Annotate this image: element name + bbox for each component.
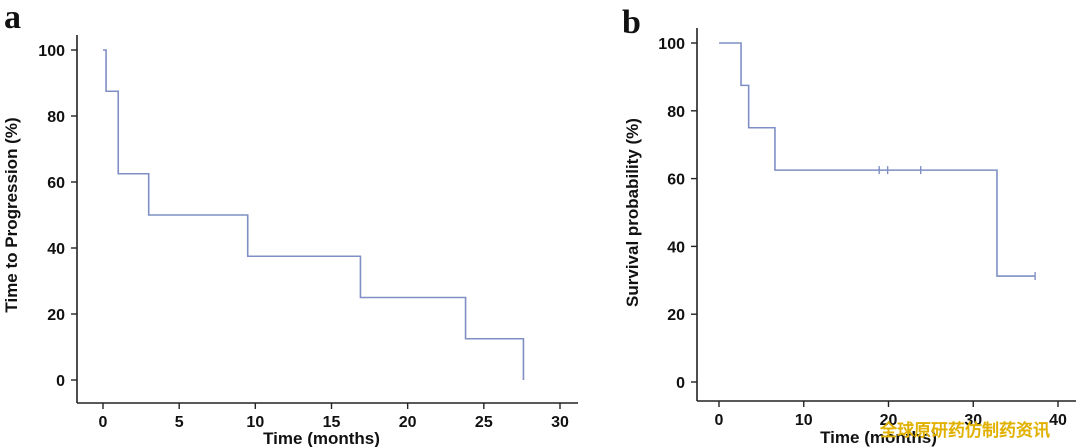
y-tick-label: 40	[47, 241, 65, 258]
x-tick-label: 15	[323, 414, 341, 431]
y-tick-label: 100	[658, 36, 685, 53]
watermark-text: 全球原研药仿制药资讯	[879, 420, 1050, 441]
panel-label-b: b	[622, 4, 641, 41]
y-tick-label: 80	[47, 109, 65, 126]
x-axis-title: Time (months)	[263, 429, 380, 447]
x-tick-label: 10	[246, 414, 264, 431]
panel-b-plot: 0 20 40 60 80 100 0 10 20 30 40 Time (months) Surviv…	[623, 28, 1076, 447]
y-tick-label: 0	[56, 373, 65, 390]
y-tick-label: 100	[38, 43, 65, 60]
y-tick-label: 80	[667, 104, 685, 121]
x-tick-label: 10	[795, 412, 813, 429]
panel-label-a: a	[4, 0, 21, 36]
x-tick-label: 5	[175, 414, 184, 431]
y-tick-label: 20	[47, 307, 65, 324]
panel-a-plot: 0 20 40 60 80 100 0 5 10 15 20 25 30 Time (months) Tim…	[2, 35, 578, 447]
y-axis-title: Survival probability (%)	[623, 118, 642, 307]
x-tick-label: 30	[551, 414, 569, 431]
x-tick-label: 40	[1049, 412, 1067, 429]
x-axis-title: Time (months)	[820, 428, 937, 447]
x-tick-label: 25	[475, 414, 493, 431]
y-tick-label: 40	[667, 239, 685, 256]
x-tick-label: 0	[99, 414, 108, 431]
y-tick-label: 20	[667, 307, 685, 324]
y-axis-title: Time to Progression (%)	[2, 117, 21, 312]
x-tick-label: 30	[964, 412, 982, 429]
survival-step-line	[719, 42, 1036, 277]
y-tick-label: 60	[667, 172, 685, 189]
x-tick-label: 20	[880, 412, 898, 429]
x-tick-label: 20	[399, 414, 417, 431]
y-tick-label: 0	[676, 375, 685, 392]
y-tick-label: 60	[47, 175, 65, 192]
survival-step-line	[103, 49, 525, 380]
x-tick-label: 0	[715, 412, 724, 429]
